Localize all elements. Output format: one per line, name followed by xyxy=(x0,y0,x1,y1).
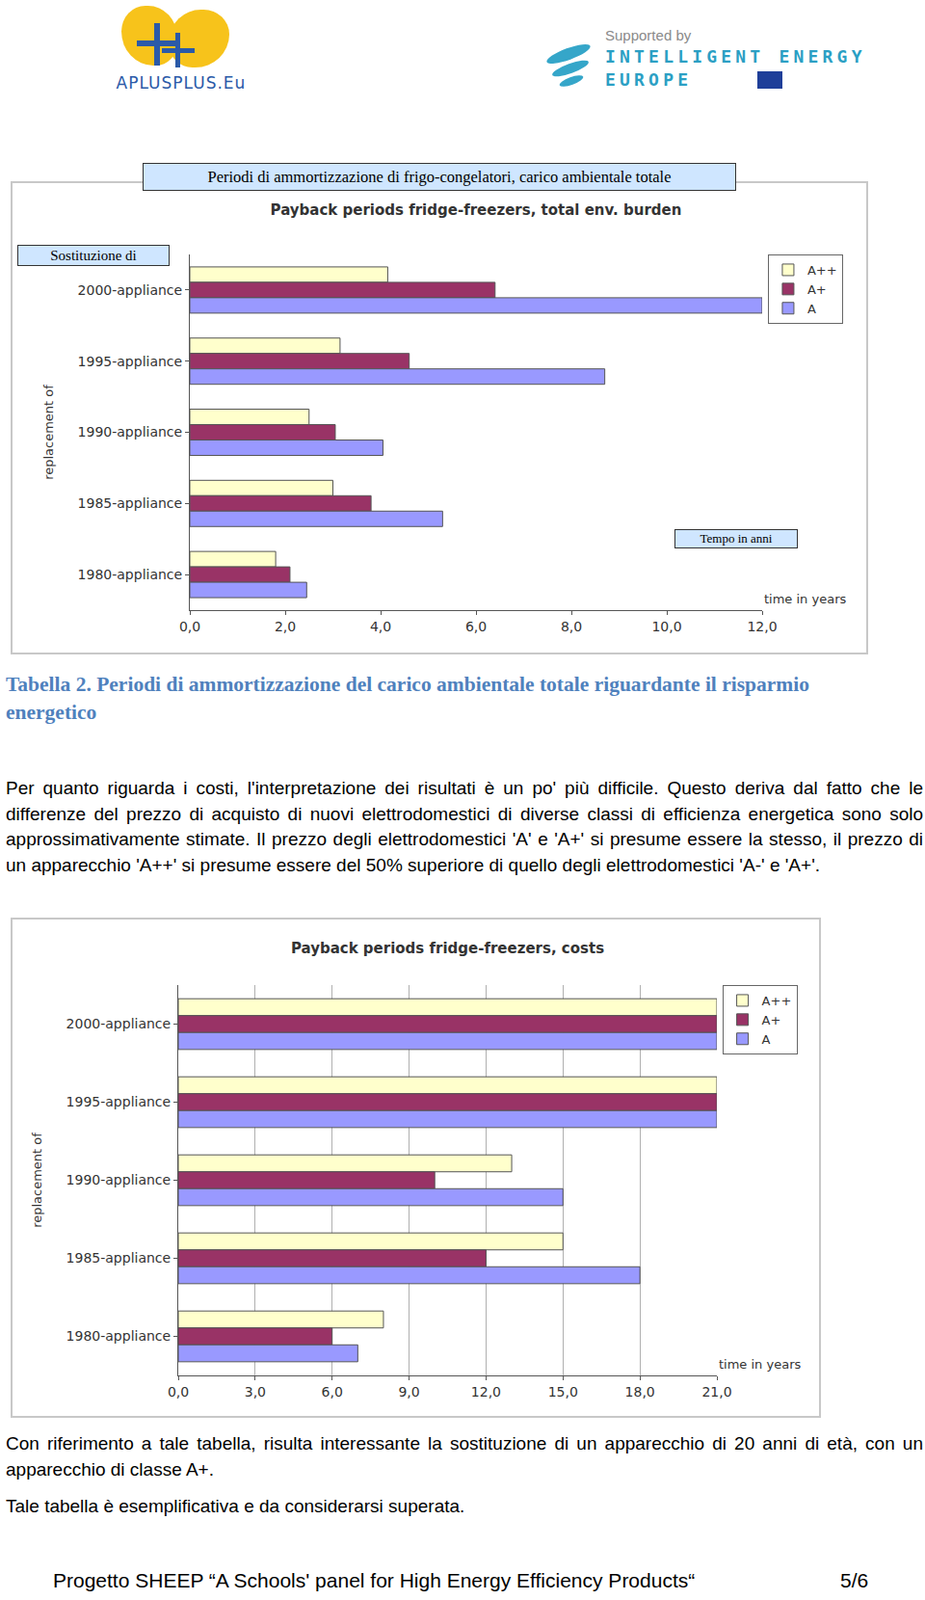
html-text:Supported by: Supported by xyxy=(605,26,692,44)
html-text:Periodi di ammortizzazione di: Periodi di ammortizzazione di frigo-cong… xyxy=(207,167,672,186)
svg-text:1990-appliance: 1990-appliance xyxy=(78,423,184,440)
svg-text:6,0: 6,0 xyxy=(465,618,487,635)
svg-text:3,0: 3,0 xyxy=(244,1383,266,1400)
svg-text:12,0: 12,0 xyxy=(471,1383,502,1400)
html-text:Tabella 2. Periodi di ammortiz: Tabella 2. Periodi di ammortizzazione de… xyxy=(5,672,810,724)
svg-text:A: A xyxy=(807,301,817,317)
svg-text:A+: A+ xyxy=(762,1012,782,1028)
svg-text:time in years: time in years xyxy=(764,591,846,607)
svg-text:replacement of: replacement of xyxy=(41,384,56,480)
html-text:APLUSPLUS.Eu: APLUSPLUS.Eu xyxy=(116,73,247,93)
svg-text:4,0: 4,0 xyxy=(370,618,392,635)
svg-text:1990-appliance: 1990-appliance xyxy=(66,1171,172,1188)
svg-text:2000-appliance: 2000-appliance xyxy=(66,1015,172,1031)
svg-text:A++: A++ xyxy=(807,263,838,278)
svg-text:replacement of: replacement of xyxy=(29,1132,45,1228)
svg-text:0,0: 0,0 xyxy=(179,618,201,635)
svg-text:0,0: 0,0 xyxy=(167,1383,189,1400)
svg-text:A+: A+ xyxy=(807,282,827,297)
html-text:5/6: 5/6 xyxy=(840,1568,869,1591)
svg-text:12,0: 12,0 xyxy=(746,618,777,635)
html-text:EUROPE: EUROPE xyxy=(605,69,693,90)
html-text:Progetto SHEEP “A Schools' pan: Progetto SHEEP “A Schools' panel for Hig… xyxy=(52,1568,696,1591)
html-text:Con riferimento a tale tabella: Con riferimento a tale tabella, risulta … xyxy=(5,1432,924,1479)
html-text:Sostituzione di: Sostituzione di xyxy=(50,247,137,264)
svg-text:1985-appliance: 1985-appliance xyxy=(66,1249,172,1266)
svg-text:2,0: 2,0 xyxy=(274,618,296,635)
svg-text:15,0: 15,0 xyxy=(548,1383,579,1400)
svg-text:A++: A++ xyxy=(762,993,793,1008)
svg-text:1980-appliance: 1980-appliance xyxy=(78,566,184,582)
svg-text:time in years: time in years xyxy=(718,1356,801,1372)
svg-text:9,0: 9,0 xyxy=(397,1383,420,1400)
svg-text:1995-appliance: 1995-appliance xyxy=(66,1093,172,1110)
svg-text:Payback periods fridge-freezer: Payback periods fridge-freezers, costs xyxy=(290,939,605,957)
html-text:Per quanto riguarda i costi, l: Per quanto riguarda i costi, l'interpret… xyxy=(5,777,924,875)
html-text:INTELLIGENT ENERGY: INTELLIGENT ENERGY xyxy=(605,46,866,67)
svg-text:1980-appliance: 1980-appliance xyxy=(66,1327,172,1344)
svg-text:1995-appliance: 1995-appliance xyxy=(78,353,184,370)
svg-text:A: A xyxy=(762,1031,771,1047)
svg-text:21,0: 21,0 xyxy=(701,1383,732,1400)
svg-text:18,0: 18,0 xyxy=(625,1383,656,1400)
svg-text:10,0: 10,0 xyxy=(651,618,682,635)
svg-text:Payback periods fridge-freezer: Payback periods fridge-freezers, total e… xyxy=(270,201,683,219)
html-text:Tale tabella è esemplificativa: Tale tabella è esemplificativa e da cons… xyxy=(5,1495,465,1516)
svg-text:1985-appliance: 1985-appliance xyxy=(78,495,184,511)
svg-text:6,0: 6,0 xyxy=(321,1383,344,1400)
svg-text:2000-appliance: 2000-appliance xyxy=(78,282,184,298)
html-text:Tempo in anni: Tempo in anni xyxy=(700,530,773,546)
svg-text:8,0: 8,0 xyxy=(560,618,582,635)
